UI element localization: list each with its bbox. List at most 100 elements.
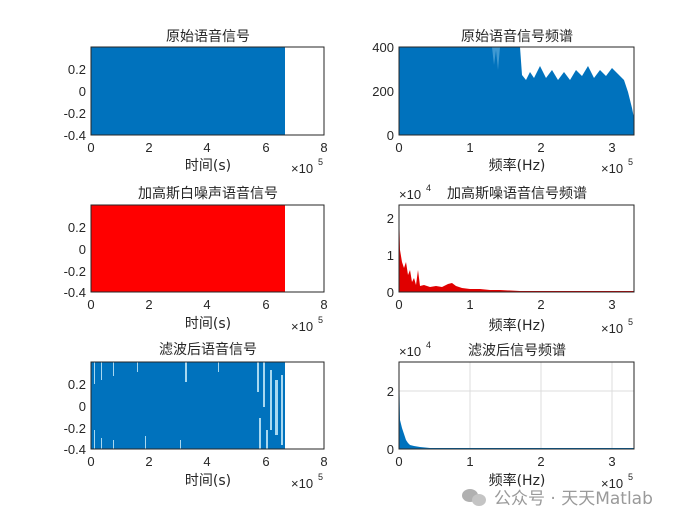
chart-noisy-signal: 加高斯白噪声语音信号 0 2 4 6 8 0.2 0 -0.2 -0.4 时间(… <box>64 185 328 334</box>
x-exponent: ×10 5 <box>601 317 633 336</box>
svg-text:0: 0 <box>395 140 402 155</box>
spectrum-area <box>399 47 634 135</box>
x-ticks: 0 1 2 3 <box>395 140 615 155</box>
signal-gaps <box>94 362 283 449</box>
svg-text:0: 0 <box>395 297 402 312</box>
x-axis-label: 频率(Hz) <box>489 317 546 334</box>
svg-text:6: 6 <box>262 297 269 312</box>
svg-text:1: 1 <box>466 297 473 312</box>
svg-text:2: 2 <box>537 140 544 155</box>
signal-area <box>91 362 285 449</box>
x-axis-label: 时间(s) <box>185 158 231 174</box>
svg-text:0: 0 <box>79 399 86 414</box>
svg-text:8: 8 <box>320 140 327 155</box>
svg-text:400: 400 <box>372 40 394 55</box>
svg-text:1: 1 <box>387 248 394 263</box>
svg-text:0: 0 <box>387 285 394 300</box>
x-axis-label: 频率(Hz) <box>489 157 546 174</box>
x-ticks: 0 2 4 6 8 <box>87 297 327 312</box>
svg-text:200: 200 <box>372 84 394 99</box>
svg-text:×10: ×10 <box>399 187 421 202</box>
chart-noisy-spectrum: ×10 4 加高斯噪语音信号频谱 0 1 2 3 2 1 0 频率(Hz) ×1… <box>387 183 635 336</box>
chart-title: 加高斯噪语音信号频谱 <box>447 185 587 202</box>
chart-filtered-signal: 滤波后语音信号 0 2 4 6 8 <box>64 341 328 491</box>
x-exponent: ×10 5 <box>291 472 323 491</box>
chart-title: 滤波后信号频谱 <box>468 343 566 359</box>
svg-text:3: 3 <box>608 297 615 312</box>
spectrum-area <box>399 362 634 449</box>
signal-area <box>91 205 285 292</box>
chart-title: 滤波后语音信号 <box>159 341 257 358</box>
svg-text:×10: ×10 <box>601 161 623 176</box>
x-axis-label: 时间(s) <box>185 316 231 332</box>
x-axis-label: 时间(s) <box>185 473 231 489</box>
x-exponent: ×10 5 <box>601 472 633 491</box>
svg-text:2: 2 <box>537 297 544 312</box>
svg-text:0: 0 <box>87 454 94 469</box>
svg-text:0: 0 <box>87 297 94 312</box>
svg-text:-0.4: -0.4 <box>64 285 86 300</box>
svg-text:5: 5 <box>318 157 323 167</box>
svg-text:2: 2 <box>145 140 152 155</box>
chart-original-signal: 原始语音信号 0 2 4 6 8 0.2 0 -0.2 -0.4 时间(s) ×… <box>64 28 328 176</box>
x-ticks: 0 1 2 3 <box>395 297 615 312</box>
svg-text:0: 0 <box>79 84 86 99</box>
svg-text:2: 2 <box>145 297 152 312</box>
svg-text:0.2: 0.2 <box>68 62 86 77</box>
svg-text:4: 4 <box>203 297 210 312</box>
svg-text:0.2: 0.2 <box>68 377 86 392</box>
svg-text:2: 2 <box>387 211 394 226</box>
y-ticks: 400 200 0 <box>372 40 394 143</box>
svg-text:4: 4 <box>203 140 210 155</box>
svg-text:6: 6 <box>262 454 269 469</box>
y-ticks: 2 0 <box>387 384 394 457</box>
svg-text:-0.2: -0.2 <box>64 106 86 121</box>
svg-text:-0.2: -0.2 <box>64 264 86 279</box>
svg-text:8: 8 <box>320 297 327 312</box>
watermark: 公众号 · 天天Matlab <box>462 484 653 509</box>
svg-text:×10: ×10 <box>601 476 623 491</box>
svg-text:6: 6 <box>262 140 269 155</box>
svg-text:0: 0 <box>87 140 94 155</box>
chart-filtered-spectrum: ×10 4 滤波后信号频谱 0 1 2 3 2 0 频率(Hz) ×10 5 <box>387 340 635 491</box>
watermark-text: 公众号 · 天天Matlab <box>494 489 653 509</box>
svg-text:4: 4 <box>203 454 210 469</box>
svg-text:3: 3 <box>608 140 615 155</box>
svg-text:1: 1 <box>466 454 473 469</box>
chart-original-spectrum: 原始语音信号频谱 0 1 2 3 400 200 0 频率(Hz) ×10 5 <box>372 28 635 176</box>
y-exponent: ×10 4 <box>399 183 431 202</box>
svg-text:0.2: 0.2 <box>68 220 86 235</box>
svg-text:5: 5 <box>628 157 633 167</box>
svg-text:-0.4: -0.4 <box>64 128 86 143</box>
signal-area <box>91 47 285 135</box>
svg-text:0: 0 <box>387 442 394 457</box>
svg-text:0: 0 <box>387 128 394 143</box>
y-ticks: 0.2 0 -0.2 -0.4 <box>64 62 86 143</box>
chart-title: 加高斯白噪声语音信号 <box>138 185 278 202</box>
chart-title: 原始语音信号 <box>166 28 250 45</box>
x-ticks: 0 2 4 6 8 <box>87 140 327 155</box>
x-ticks: 0 2 4 6 8 <box>87 454 327 469</box>
svg-text:5: 5 <box>318 315 323 325</box>
x-exponent: ×10 5 <box>291 315 323 334</box>
svg-text:-0.4: -0.4 <box>64 442 86 457</box>
wechat-icon <box>462 487 488 507</box>
svg-text:0: 0 <box>395 454 402 469</box>
svg-text:4: 4 <box>426 340 431 350</box>
svg-text:0: 0 <box>79 242 86 257</box>
svg-text:×10: ×10 <box>601 321 623 336</box>
grid-lines <box>399 362 634 449</box>
svg-text:5: 5 <box>318 472 323 482</box>
y-exponent: ×10 4 <box>399 340 431 359</box>
x-axis-label: 频率(Hz) <box>489 472 546 489</box>
chart-title: 原始语音信号频谱 <box>461 28 573 45</box>
svg-text:3: 3 <box>608 454 615 469</box>
svg-text:×10: ×10 <box>291 319 313 334</box>
y-ticks: 0.2 0 -0.2 -0.4 <box>64 377 86 457</box>
x-exponent: ×10 5 <box>601 157 633 176</box>
svg-text:4: 4 <box>426 183 431 193</box>
x-exponent: ×10 5 <box>291 157 323 176</box>
y-ticks: 0.2 0 -0.2 -0.4 <box>64 220 86 300</box>
svg-text:8: 8 <box>320 454 327 469</box>
